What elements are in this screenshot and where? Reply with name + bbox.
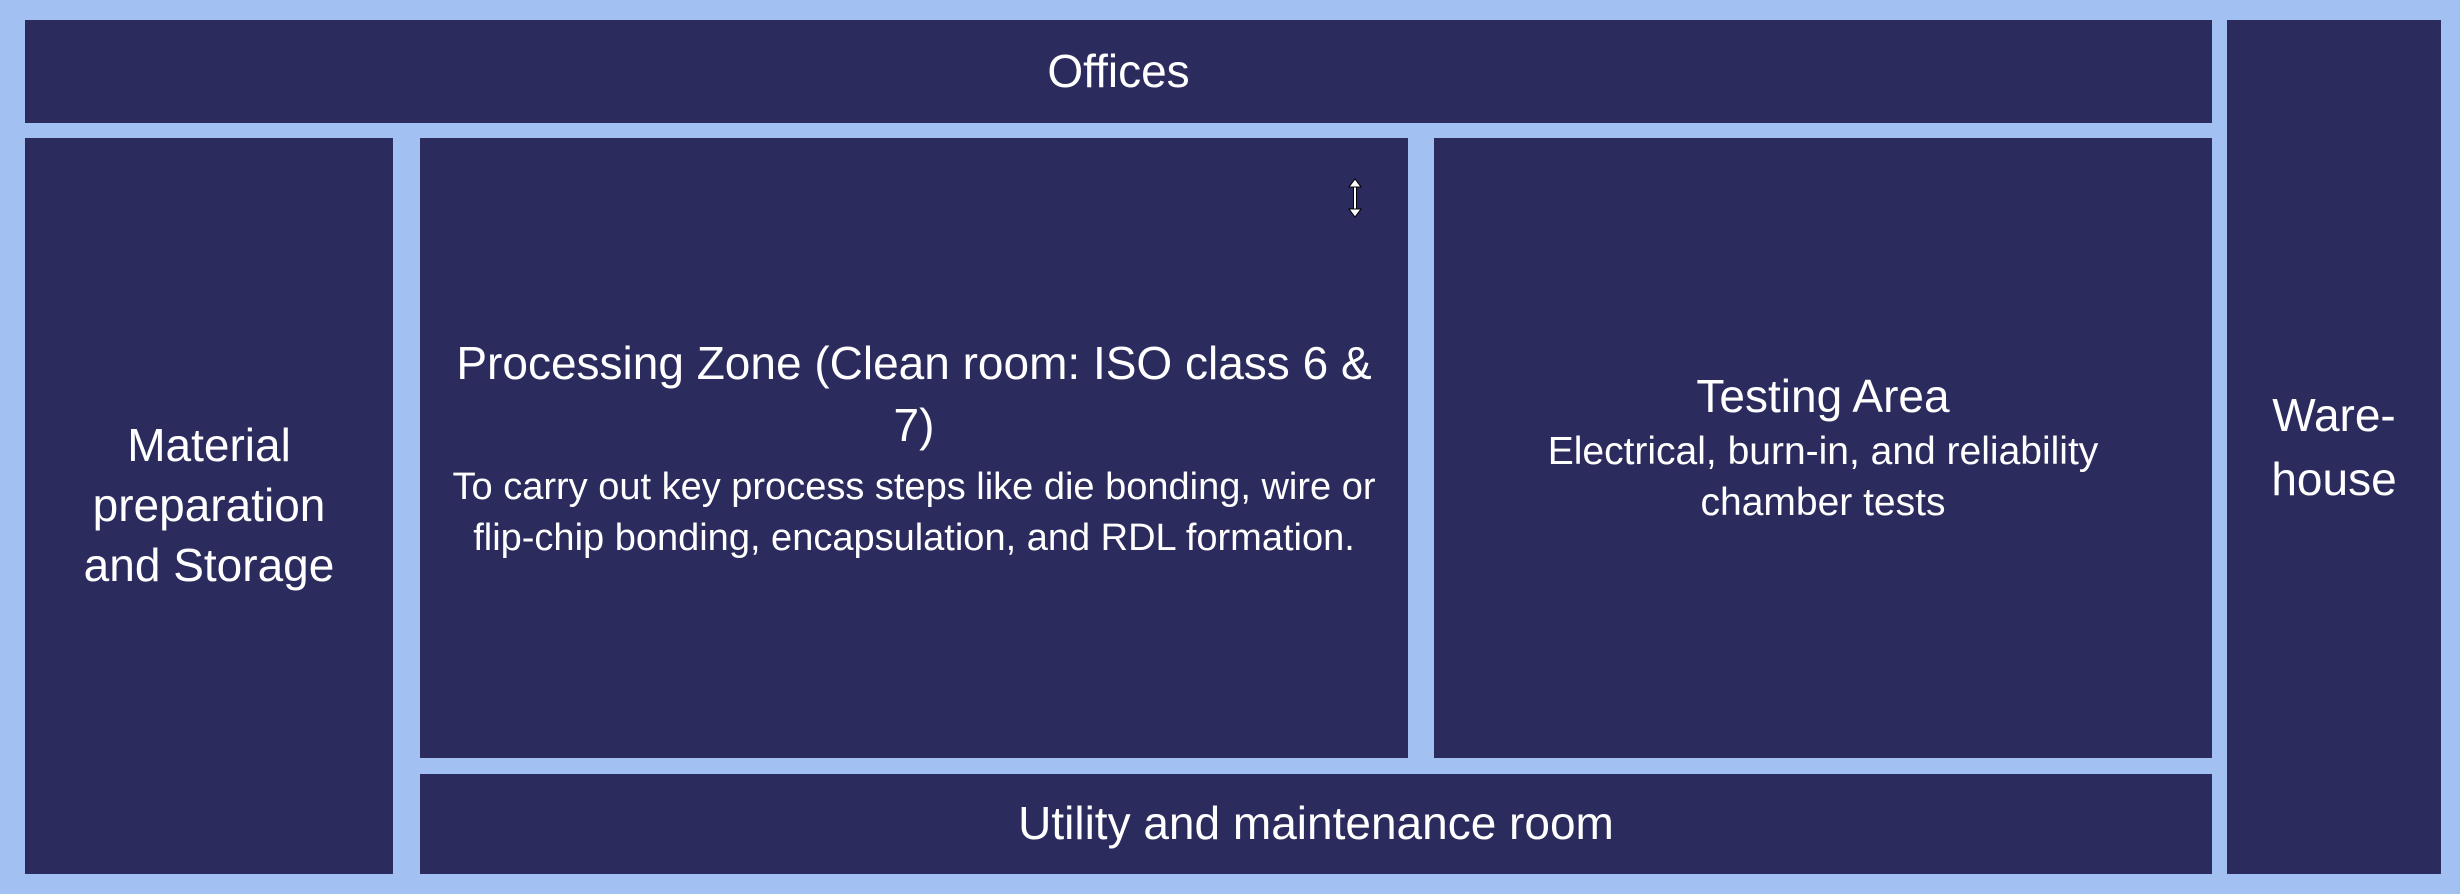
zone-material-preparation-storage: Material preparation and Storage: [25, 138, 393, 874]
zone-utility-maintenance: Utility and maintenance room: [420, 774, 2212, 874]
zone-material-title: Material preparation and Storage: [83, 419, 335, 591]
zone-testing-description: Electrical, burn-in, and reliability cha…: [1547, 430, 2099, 524]
zone-processing-clean-room: Processing Zone (Clean room: ISO class 6…: [420, 138, 1408, 758]
resize-vertical-icon: [1347, 178, 1363, 218]
zone-processing-description: To carry out key process steps like die …: [452, 465, 1376, 560]
zone-processing-title: Processing Zone (Clean room: ISO class 6…: [456, 336, 1372, 451]
zone-warehouse: Ware-house: [2227, 20, 2441, 874]
zone-offices-title: Offices: [1047, 44, 1190, 97]
zone-offices: Offices: [25, 20, 2212, 123]
zone-warehouse-title: Ware-house: [2271, 388, 2397, 505]
zone-utility-title: Utility and maintenance room: [1018, 797, 1614, 850]
zone-testing-area: Testing Area Electrical, burn-in, and re…: [1434, 138, 2212, 758]
zone-testing-title: Testing Area: [1696, 370, 1950, 423]
